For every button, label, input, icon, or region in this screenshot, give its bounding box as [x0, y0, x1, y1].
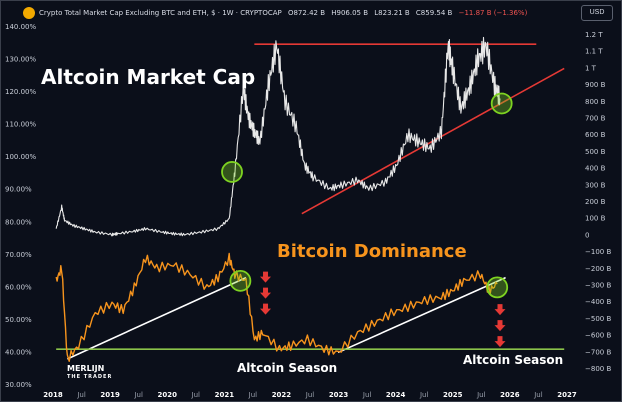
left-tick-label: 70.00% [5, 251, 32, 259]
x-tick-label: Jul [533, 391, 543, 399]
left-tick-label: 120.00% [5, 88, 36, 96]
left-tick-label: 110.00% [5, 121, 36, 129]
logo-line-2: THE TRADER [67, 374, 113, 380]
logo-line-1: MERLIJN [67, 364, 105, 373]
right-tick-label: 700 B [585, 115, 606, 123]
left-tick-label: 50.00% [5, 316, 32, 324]
highlight-circle [486, 276, 509, 299]
left-tick-label: 90.00% [5, 186, 32, 194]
right-tick-label: 300 B [585, 181, 606, 189]
right-tick-label: 400 B [585, 165, 606, 173]
left-tick-label: 130.00% [5, 56, 36, 64]
right-tick-label: 100 B [585, 215, 606, 223]
right-axis: 1.2 T 1.1 T 1 T 900 B 800 B 700 B 600 B 500 B 40… [585, 31, 611, 373]
chart-marks [221, 92, 513, 348]
change-value: −11.87 B (−1.36%) [458, 9, 528, 17]
open-value: O872.42 B [287, 9, 325, 17]
merlijn-logo: MERLIJN THE TRADER [67, 365, 112, 381]
chart-header: Crypto Total Market Cap Excluding BTC an… [23, 7, 527, 19]
altcoin-season-label-2: Altcoin Season [463, 353, 564, 367]
high-value: H906.05 B [331, 9, 369, 17]
left-tick-label: 30.00% [5, 381, 32, 389]
x-tick-label: Jul [133, 391, 143, 399]
x-tick-label: Jul [248, 391, 258, 399]
right-tick-label: −200 B [585, 265, 611, 273]
right-tick-label: −800 B [585, 365, 611, 373]
right-tick-label: −400 B [585, 298, 611, 306]
x-tick-label: 2023 [329, 391, 349, 399]
trendline-dominance-trend-2023 [337, 276, 506, 354]
altcoin-season-label-1: Altcoin Season [237, 361, 338, 375]
trendline-dominance-trend-2018 [66, 276, 247, 360]
altcoin-market-cap-label: Altcoin Market Cap [41, 65, 256, 89]
down-arrow-icon [494, 320, 506, 332]
x-tick-label: 2027 [557, 391, 577, 399]
right-tick-label: 200 B [585, 198, 606, 206]
btc-symbol-icon [23, 7, 35, 19]
x-tick-label: Jul [419, 391, 429, 399]
highlight-circle [221, 161, 243, 183]
altcoin-market-cap-line [55, 36, 501, 237]
right-tick-label: −700 B [585, 348, 611, 356]
x-tick-label: 2024 [386, 391, 406, 399]
low-value: L823.21 B [374, 9, 410, 17]
right-tick-label: 900 B [585, 81, 606, 89]
series [55, 36, 501, 362]
x-tick-label: Jul [476, 391, 486, 399]
highlight-circle [229, 269, 252, 292]
right-tick-label: 0 [585, 231, 589, 239]
highlight-circle [490, 92, 513, 115]
close-value: C859.54 B [415, 9, 453, 17]
bitcoin-dominance-label: Bitcoin Dominance [277, 241, 467, 262]
trendlines [56, 43, 565, 360]
x-tick-label: 2019 [100, 391, 120, 399]
left-tick-label: 80.00% [5, 218, 32, 226]
right-tick-label: 800 B [585, 98, 606, 106]
right-tick-label: 1 T [585, 64, 597, 72]
down-arrow-icon [260, 271, 272, 283]
down-arrow-icon [260, 287, 272, 299]
right-tick-label: 1.2 T [585, 31, 603, 39]
right-tick-label: −600 B [585, 332, 611, 340]
currency-button[interactable]: USD [581, 5, 613, 21]
x-tick-label: Jul [305, 391, 315, 399]
down-arrow-icon [494, 336, 506, 348]
bitcoin-dominance-line [55, 252, 498, 362]
x-tick-label: 2020 [157, 391, 177, 399]
x-tick-label: Jul [362, 391, 372, 399]
chart-title: Crypto Total Market Cap Excluding BTC an… [39, 9, 282, 17]
x-tick-label: 2021 [215, 391, 235, 399]
right-tick-label: −300 B [585, 282, 611, 290]
x-axis: 2018 Jul 2019 Jul 2020 Jul 2021 Jul 2022 Jul 2023 J… [43, 391, 577, 399]
right-tick-label: 1.1 T [585, 48, 603, 56]
right-tick-label: −100 B [585, 248, 611, 256]
right-tick-label: 500 B [585, 148, 606, 156]
x-tick-label: Jul [76, 391, 86, 399]
left-tick-label: 140.00% [5, 23, 36, 31]
left-tick-label: 60.00% [5, 283, 32, 291]
down-arrow-icon [494, 304, 506, 316]
x-tick-label: 2026 [500, 391, 520, 399]
x-tick-label: Jul [191, 391, 201, 399]
right-tick-label: 600 B [585, 131, 606, 139]
x-tick-label: 2025 [443, 391, 463, 399]
x-tick-label: 2018 [43, 391, 63, 399]
left-tick-label: 40.00% [5, 348, 32, 356]
down-arrow-icon [260, 303, 272, 315]
x-tick-label: 2022 [272, 391, 292, 399]
left-axis: 140.00% 130.00% 120.00% 110.00% 100.00% 90.00… [5, 23, 36, 389]
right-tick-label: −500 B [585, 315, 611, 323]
left-tick-label: 100.00% [5, 153, 36, 161]
